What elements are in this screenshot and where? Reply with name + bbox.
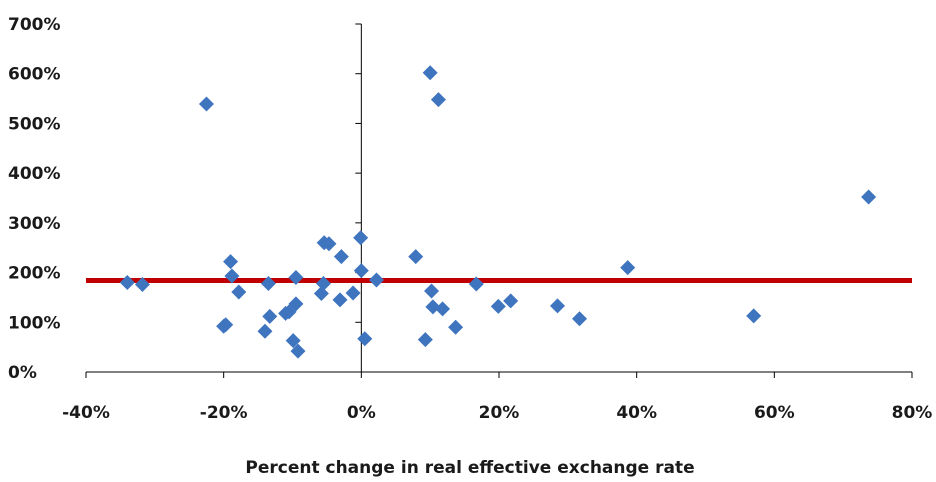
y-tick-label: 0% xyxy=(8,363,37,383)
data-point xyxy=(345,285,361,301)
tick-labels: -40% -20% 0% 20% 40% 60% 80% 0% 100% 200% 300% 400%… xyxy=(8,15,932,423)
y-tick-label: 700% xyxy=(8,15,61,35)
data-point xyxy=(315,276,331,292)
x-tick-label: 60% xyxy=(754,403,795,423)
data-point xyxy=(550,298,566,314)
x-tick-label: -20% xyxy=(200,403,248,423)
x-axis-label: Percent change in real effective exchang… xyxy=(245,458,694,478)
data-point xyxy=(408,249,424,265)
data-point xyxy=(332,292,348,308)
data-point xyxy=(288,270,304,286)
data-point xyxy=(368,272,384,288)
data-point xyxy=(321,236,337,252)
data-point xyxy=(424,283,440,299)
data-point xyxy=(290,343,306,359)
data-point xyxy=(119,275,135,291)
data-point xyxy=(257,323,273,339)
data-point xyxy=(218,317,234,333)
data-point xyxy=(417,332,433,348)
data-point xyxy=(572,311,588,327)
y-tick-label: 200% xyxy=(8,264,61,284)
data-point xyxy=(333,249,349,265)
data-point xyxy=(198,96,214,112)
y-tick-label: 100% xyxy=(8,313,61,333)
data-point xyxy=(262,308,278,324)
data-point xyxy=(620,260,636,276)
data-point xyxy=(353,263,369,279)
data-point xyxy=(425,299,441,315)
data-points xyxy=(119,65,877,359)
y-tick-label: 300% xyxy=(8,214,61,234)
data-point xyxy=(490,298,506,314)
data-point xyxy=(357,331,373,347)
data-point xyxy=(134,277,150,293)
data-point xyxy=(223,254,239,270)
data-point xyxy=(231,284,247,300)
data-point xyxy=(448,319,464,335)
y-tick-label: 500% xyxy=(8,114,61,134)
x-tick-label: 80% xyxy=(892,403,933,423)
data-point xyxy=(503,293,519,309)
data-point xyxy=(285,333,301,349)
y-tick-label: 600% xyxy=(8,65,61,85)
data-point xyxy=(260,276,276,292)
y-tick-label: 400% xyxy=(8,164,61,184)
x-tick-label: 0% xyxy=(347,403,376,423)
x-tick-label: 40% xyxy=(616,403,657,423)
data-point xyxy=(288,296,304,312)
data-point xyxy=(435,301,451,317)
data-point xyxy=(353,230,369,246)
x-tick-label: -40% xyxy=(62,403,110,423)
data-point xyxy=(224,268,240,284)
axes xyxy=(85,23,913,378)
data-point xyxy=(313,285,329,301)
x-tick-label: 20% xyxy=(479,403,520,423)
data-point xyxy=(861,189,877,205)
data-point xyxy=(422,65,438,81)
data-point xyxy=(430,92,446,108)
data-point xyxy=(468,276,484,292)
data-point xyxy=(746,308,762,324)
